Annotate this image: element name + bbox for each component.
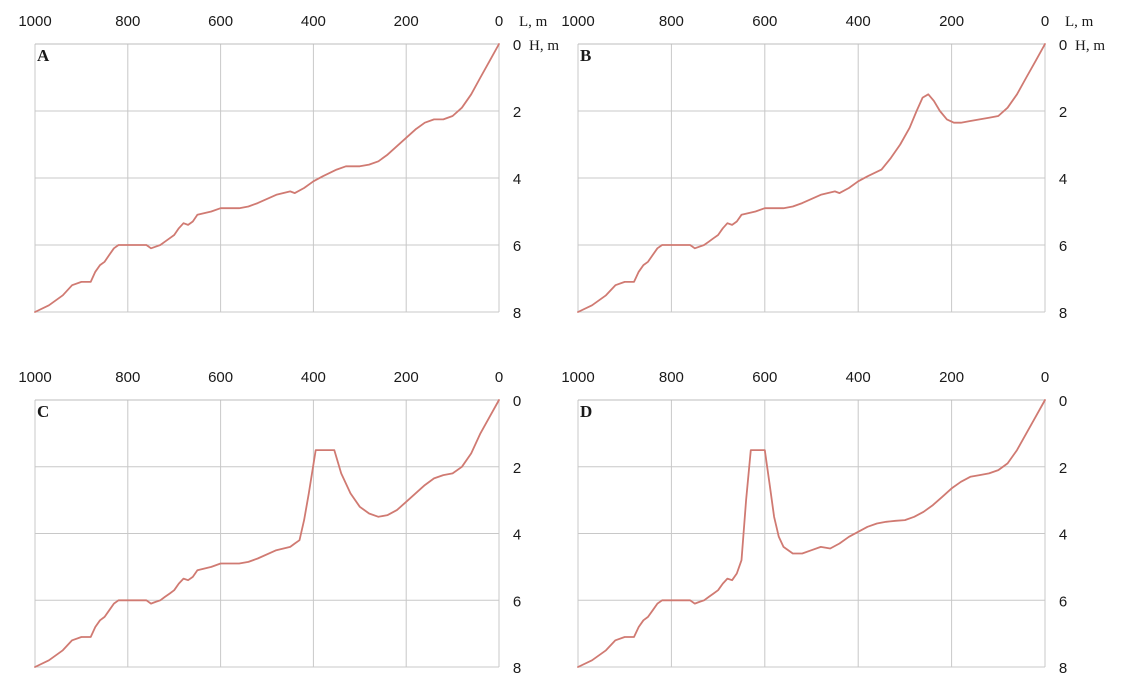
panel-c-y-tick-label: 2 [513, 460, 521, 477]
panel-b-x-tick-label: 1000 [561, 13, 594, 30]
panel-a-label: A [37, 46, 50, 65]
panel-d-x-tick-label: 800 [659, 369, 684, 386]
panel-a-x-tick-label: 200 [394, 13, 419, 30]
panel-b-xlabel: L, m [1065, 14, 1094, 30]
panel-b-y-tick-label: 0 [1059, 37, 1067, 54]
panel-a-y-tick-label: 8 [513, 305, 521, 322]
panel-b-label: B [580, 46, 591, 65]
panel-b-ylabel: H, m [1075, 38, 1105, 54]
panel-a-y-tick-label: 2 [513, 104, 521, 121]
panel-b-y-tick-label: 4 [1059, 171, 1067, 188]
panel-b-x-tick-label: 800 [659, 13, 684, 30]
panel-b-x-tick-label: 0 [1041, 13, 1049, 30]
panel-d-x-tick-label: 1000 [561, 369, 594, 386]
panel-a-x-tick-label: 400 [301, 13, 326, 30]
panel-a: 1000 800 600 400 200 00 2 4 6 8 A L, m H, m [18, 13, 559, 322]
panel-a-xlabel: L, m [519, 14, 548, 30]
panel-d-label: D [580, 402, 592, 421]
panel-a-ylabel: H, m [529, 38, 559, 54]
panel-d-y-tick-label: 6 [1059, 593, 1067, 610]
panel-a-y-tick-label: 6 [513, 238, 521, 255]
panel-c-y-tick-label: 6 [513, 593, 521, 610]
panel-c-y-tick-label: 8 [513, 660, 521, 675]
panel-d-x-tick-label: 600 [752, 369, 777, 386]
panel-b-x-tick-label: 400 [846, 13, 871, 30]
panel-d-profile-line [577, 399, 1046, 668]
panel-d-x-tick-label: 200 [939, 369, 964, 386]
panel-d-x-tick-label: 0 [1041, 369, 1049, 386]
panel-c-x-tick-label: 1000 [18, 369, 51, 386]
panel-c: 1000 800 600 400 200 00 2 4 6 8 C [18, 369, 521, 675]
panel-b: 1000 800 600 400 200 00 2 4 6 8 B L, m H, m [561, 13, 1105, 322]
panel-a-y-tick-label: 0 [513, 37, 521, 54]
panel-d-y-tick-label: 4 [1059, 527, 1067, 544]
panel-c-x-tick-label: 400 [301, 369, 326, 386]
panel-c-y-tick-label: 4 [513, 527, 521, 544]
panel-c-x-tick-label: 200 [394, 369, 419, 386]
panel-b-y-tick-label: 6 [1059, 238, 1067, 255]
panel-c-label: C [37, 402, 49, 421]
panel-d-y-tick-label: 0 [1059, 393, 1067, 410]
panel-c-y-tick-label: 0 [513, 393, 521, 410]
panel-c-x-tick-label: 0 [495, 369, 503, 386]
panel-b-profile-line [577, 43, 1046, 313]
panel-a-x-tick-label: 1000 [18, 13, 51, 30]
panel-a-x-tick-label: 800 [115, 13, 140, 30]
panel-c-x-tick-label: 800 [115, 369, 140, 386]
panel-c-x-tick-label: 600 [208, 369, 233, 386]
panel-a-profile-line [34, 43, 500, 313]
panel-d-y-tick-label: 2 [1059, 460, 1067, 477]
panel-b-x-tick-label: 200 [939, 13, 964, 30]
panel-d-y-tick-label: 8 [1059, 660, 1067, 675]
panel-b-y-tick-label: 8 [1059, 305, 1067, 322]
panel-c-profile-line [34, 399, 500, 668]
panel-d-x-tick-label: 400 [846, 369, 871, 386]
panel-a-x-tick-label: 0 [495, 13, 503, 30]
panel-b-y-tick-label: 2 [1059, 104, 1067, 121]
panel-a-x-tick-label: 600 [208, 13, 233, 30]
panel-b-x-tick-label: 600 [752, 13, 777, 30]
panel-a-y-tick-label: 4 [513, 171, 521, 188]
panel-d: 1000 800 600 400 200 00 2 4 6 8 D [561, 369, 1067, 675]
